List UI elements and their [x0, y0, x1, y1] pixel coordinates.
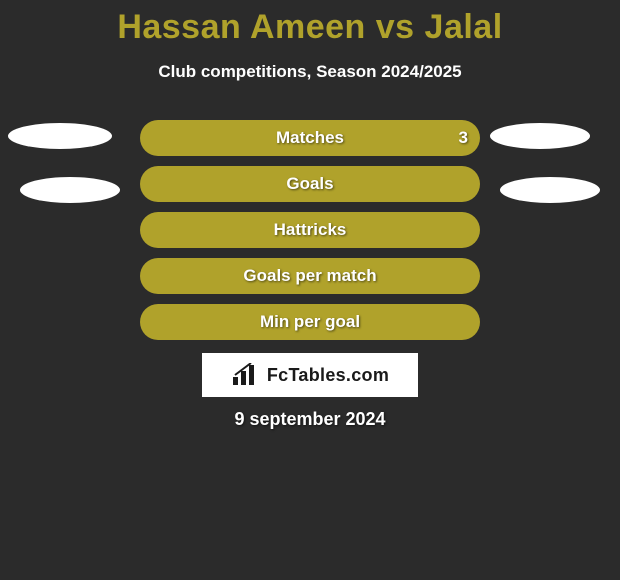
bar-chart-icon — [231, 363, 261, 387]
right-ellipse-1 — [490, 123, 590, 149]
date-label: 9 september 2024 — [0, 409, 620, 430]
stat-label: Goals — [140, 174, 480, 194]
stat-label: Matches — [140, 128, 480, 148]
page-title: Hassan Ameen vs Jalal — [0, 8, 620, 47]
left-ellipse-2 — [20, 177, 120, 203]
stat-label: Goals per match — [140, 266, 480, 286]
stat-label: Min per goal — [140, 312, 480, 332]
right-ellipse-2 — [500, 177, 600, 203]
stat-label: Hattricks — [140, 220, 480, 240]
comparison-infographic: Hassan Ameen vs Jalal Club competitions,… — [0, 0, 620, 580]
left-ellipse-1 — [8, 123, 112, 149]
season-subtitle: Club competitions, Season 2024/2025 — [0, 62, 620, 82]
stat-row-mpg: Min per goal — [140, 304, 480, 340]
stat-row-gpm: Goals per match — [140, 258, 480, 294]
brand-text: FcTables.com — [267, 365, 389, 386]
stat-row-goals: Goals — [140, 166, 480, 202]
stat-row-matches: Matches 3 — [140, 120, 480, 156]
brand-box: FcTables.com — [202, 353, 418, 397]
stat-row-hattricks: Hattricks — [140, 212, 480, 248]
stat-right-value: 3 — [459, 128, 468, 148]
